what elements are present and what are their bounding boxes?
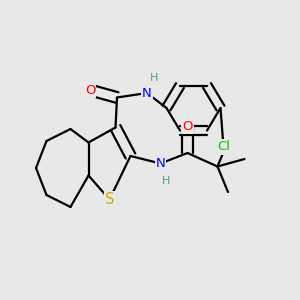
- Text: S: S: [105, 192, 114, 207]
- Text: H: H: [162, 176, 171, 187]
- Text: N: N: [156, 157, 165, 170]
- Text: N: N: [142, 86, 152, 100]
- Text: Cl: Cl: [217, 140, 230, 154]
- Text: O: O: [182, 119, 193, 133]
- Text: O: O: [85, 83, 95, 97]
- Text: H: H: [150, 73, 159, 83]
